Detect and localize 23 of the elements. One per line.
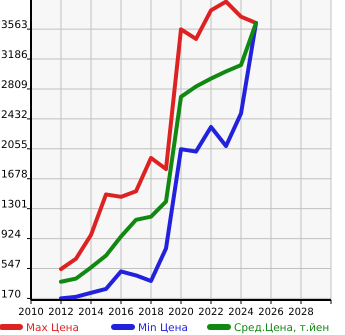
y-tick-label: 924 — [1, 228, 22, 241]
y-tick-label: 3563 — [1, 19, 28, 32]
y-tick-label: 170 — [1, 288, 22, 300]
x-tick-label: 2012 — [48, 307, 74, 318]
y-tick-label: 547 — [1, 258, 22, 270]
legend-label: Max Цена — [26, 322, 79, 334]
x-tick-label: 2016 — [108, 307, 134, 318]
y-tick-label: 2432 — [1, 108, 28, 121]
x-tick-label: 2018 — [138, 307, 164, 318]
y-tick-label: 1301 — [1, 198, 28, 211]
legend-label: Min Цена — [138, 322, 188, 334]
x-tick-label: 2026 — [258, 307, 284, 318]
x-tick-label: 2020 — [168, 307, 194, 318]
x-tick-label: 2022 — [198, 307, 224, 318]
y-tick-label: 2055 — [1, 138, 28, 151]
x-tick-label: 2024 — [228, 307, 254, 318]
legend-label: Сред.Цена, т.йен — [234, 322, 330, 334]
x-tick-label: 2014 — [78, 307, 104, 318]
x-tick-label: 2010 — [18, 307, 44, 318]
x-tick-label: 2028 — [288, 307, 314, 318]
y-tick-label: 2809 — [1, 78, 28, 91]
y-tick-label: 3186 — [1, 49, 28, 62]
y-tick-label: 1678 — [1, 168, 28, 181]
